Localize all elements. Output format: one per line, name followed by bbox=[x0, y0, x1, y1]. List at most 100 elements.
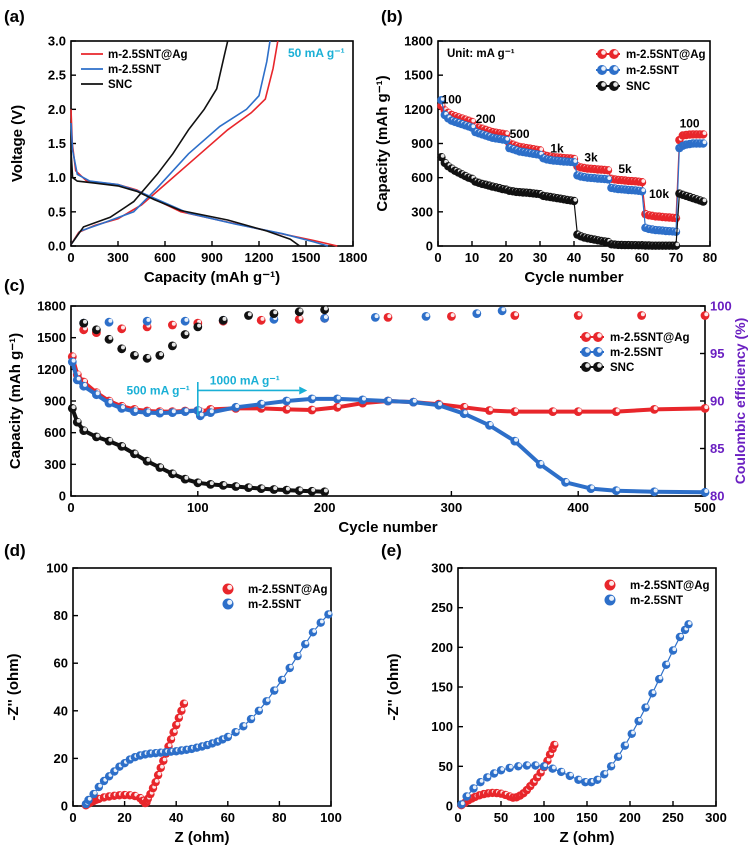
ce-point-m-2.5SNT@Ag-highlight bbox=[704, 312, 709, 317]
rate-label: 100 bbox=[442, 93, 462, 107]
panel-d: 0 20 40 60 80 100 0 20 40 60 80 100 Z (ohm) -Z'' (ohm… bbox=[4, 541, 342, 846]
panel-label: (e) bbox=[381, 541, 402, 560]
capacity-point-m-2.5SNT-highlight bbox=[653, 488, 658, 493]
ce-point-m-2.5SNT@Ag-highlight bbox=[577, 312, 582, 317]
trace-m-2.5SNT bbox=[85, 613, 329, 805]
x-tick-label: 0 bbox=[67, 500, 74, 515]
capacity-point-m-2.5SNT-highlight bbox=[209, 409, 214, 414]
capacity-point-m-2.5SNT@Ag-highlight bbox=[71, 353, 76, 358]
point-m-2.5SNT-highlight bbox=[658, 675, 663, 680]
capacity-point-m-2.5SNT-highlight bbox=[311, 395, 316, 400]
point-m-2.5SNT@Ag-highlight bbox=[162, 757, 167, 762]
capacity-point-m-2.5SNT-highlight bbox=[590, 485, 595, 490]
x-tick-label: 200 bbox=[314, 500, 336, 515]
point-m-2.5SNT-highlight bbox=[560, 768, 565, 773]
point-m-2.5SNT-highlight bbox=[486, 774, 491, 779]
capacity-point-m-2.5SNT@Ag-highlight bbox=[463, 404, 468, 408]
curve-m-2.5SNT bbox=[70, 40, 271, 246]
rate-annotation-500: 500 mA g⁻¹ bbox=[127, 383, 190, 397]
legend-marker-highlight bbox=[613, 50, 618, 55]
ce-point-m-2.5SNT@Ag-highlight bbox=[387, 314, 392, 319]
curve-m-2.5SNT@Ag bbox=[70, 109, 338, 247]
capacity-point-m-2.5SNT-highlight bbox=[615, 487, 620, 492]
x-tick-label: 40 bbox=[567, 250, 581, 265]
x-axis-label: Z (ohm) bbox=[175, 829, 230, 846]
point-m-2.5SNT-highlight bbox=[552, 765, 556, 770]
ce-point-m-2.5SNT@Ag-highlight bbox=[640, 312, 645, 317]
panel-e: 0 50 100 150 200 250 300 0 50 100 150 200 250 300 Z (o… bbox=[381, 541, 727, 846]
ce-point-m-2.5SNT@Ag-highlight bbox=[171, 321, 176, 326]
y-tick-label: 2.0 bbox=[48, 102, 66, 117]
point-m-2.5SNT-highlight bbox=[296, 652, 301, 657]
x-tick-label: 300 bbox=[107, 250, 129, 265]
point-m-2.5SNT-highlight bbox=[304, 641, 309, 645]
legend-label: m-2.5SNT@Ag bbox=[626, 49, 706, 61]
legend-label: SNC bbox=[626, 81, 650, 93]
point-m-2.5SNT@Ag-highlight bbox=[167, 743, 172, 748]
ce-point-SNC-highlight bbox=[323, 306, 328, 311]
point-m-2.5SNT@Ag-highlight bbox=[641, 179, 646, 183]
ce-point-SNC-highlight bbox=[273, 310, 278, 315]
point-m-2.5SNT-highlight bbox=[505, 136, 510, 141]
ce-point-m-2.5SNT-highlight bbox=[476, 310, 481, 315]
point-m-2.5SNT@Ag-highlight bbox=[702, 131, 707, 136]
point-m-2.5SNT-highlight bbox=[466, 793, 470, 798]
y-tick-label: 1500 bbox=[37, 330, 66, 345]
capacity-point-SNC-highlight bbox=[273, 486, 278, 491]
x-tick-label: 900 bbox=[201, 250, 223, 265]
x-tick-label: 1800 bbox=[339, 250, 368, 265]
ce-point-m-2.5SNT-highlight bbox=[374, 314, 379, 319]
ce-point-m-2.5SNT@Ag-highlight bbox=[450, 313, 455, 318]
capacity-point-SNC-highlight bbox=[83, 427, 87, 432]
y-tick-label: 300 bbox=[411, 204, 433, 219]
point-m-2.5SNT-highlight bbox=[534, 762, 539, 767]
rate-label: 200 bbox=[476, 112, 496, 126]
point-m-2.5SNT-highlight bbox=[281, 676, 286, 681]
point-m-2.5SNT@Ag-highlight bbox=[160, 764, 164, 769]
y-tick-label: 1800 bbox=[404, 34, 433, 49]
x-tick-label: 200 bbox=[619, 810, 641, 825]
y-axis-label: -Z'' (ohm) bbox=[5, 653, 22, 720]
point-m-2.5SNT-highlight bbox=[569, 772, 573, 777]
y-tick-label: 900 bbox=[44, 394, 66, 409]
y-tick-label: 0.5 bbox=[48, 204, 66, 219]
y-tick-label: 1200 bbox=[37, 362, 66, 377]
point-m-2.5SNT@Ag-highlight bbox=[170, 736, 175, 740]
point-m-2.5SNT-highlight bbox=[687, 621, 692, 625]
y-tick-label: 100 bbox=[431, 719, 453, 734]
rate-label: 10k bbox=[649, 187, 669, 201]
y-tick-label: 1.0 bbox=[48, 170, 66, 185]
y-tick-label: 50 bbox=[439, 759, 453, 774]
capacity-point-SNC-highlight bbox=[133, 450, 138, 455]
x-tick-label: 50 bbox=[494, 810, 508, 825]
x-tick-label: 300 bbox=[441, 500, 463, 515]
ce-point-m-2.5SNT-highlight bbox=[425, 313, 430, 318]
legend-label: m-2.5SNT bbox=[248, 599, 301, 611]
panel-label: (c) bbox=[4, 276, 25, 295]
curve-SNC bbox=[70, 40, 229, 246]
y-tick-label: 200 bbox=[431, 640, 453, 655]
x-tick-label: 80 bbox=[272, 810, 286, 825]
y-tick-label: 0 bbox=[446, 799, 453, 814]
y-tick-label: 0 bbox=[61, 799, 68, 814]
x-tick-label: 100 bbox=[187, 500, 209, 515]
capacity-point-m-2.5SNT-highlight bbox=[83, 382, 87, 387]
capacity-point-m-2.5SNT-highlight bbox=[71, 358, 76, 363]
x-axis-label: Cycle number bbox=[338, 519, 437, 536]
y2-tick-label: 80 bbox=[710, 489, 724, 504]
capacity-point-m-2.5SNT-highlight bbox=[438, 401, 442, 406]
legend-marker-highlight bbox=[601, 50, 606, 55]
capacity-point-m-2.5SNT-highlight bbox=[95, 391, 100, 396]
ce-point-m-2.5SNT-highlight bbox=[184, 317, 189, 322]
legend-label: SNC bbox=[108, 79, 132, 91]
rate-label: 100 bbox=[680, 117, 700, 131]
point-m-2.5SNT-highlight bbox=[320, 619, 324, 624]
capacity-point-m-2.5SNT-highlight bbox=[564, 479, 569, 483]
point-m-2.5SNT@Ag-highlight bbox=[553, 741, 558, 746]
panel-label: (d) bbox=[4, 541, 26, 560]
point-m-2.5SNT-highlight bbox=[651, 690, 656, 694]
ce-point-SNC-highlight bbox=[247, 312, 252, 317]
capacity-point-m-2.5SNT-highlight bbox=[539, 461, 544, 465]
point-m-2.5SNT-highlight bbox=[273, 687, 278, 692]
y-tick-label: 1800 bbox=[37, 299, 66, 314]
